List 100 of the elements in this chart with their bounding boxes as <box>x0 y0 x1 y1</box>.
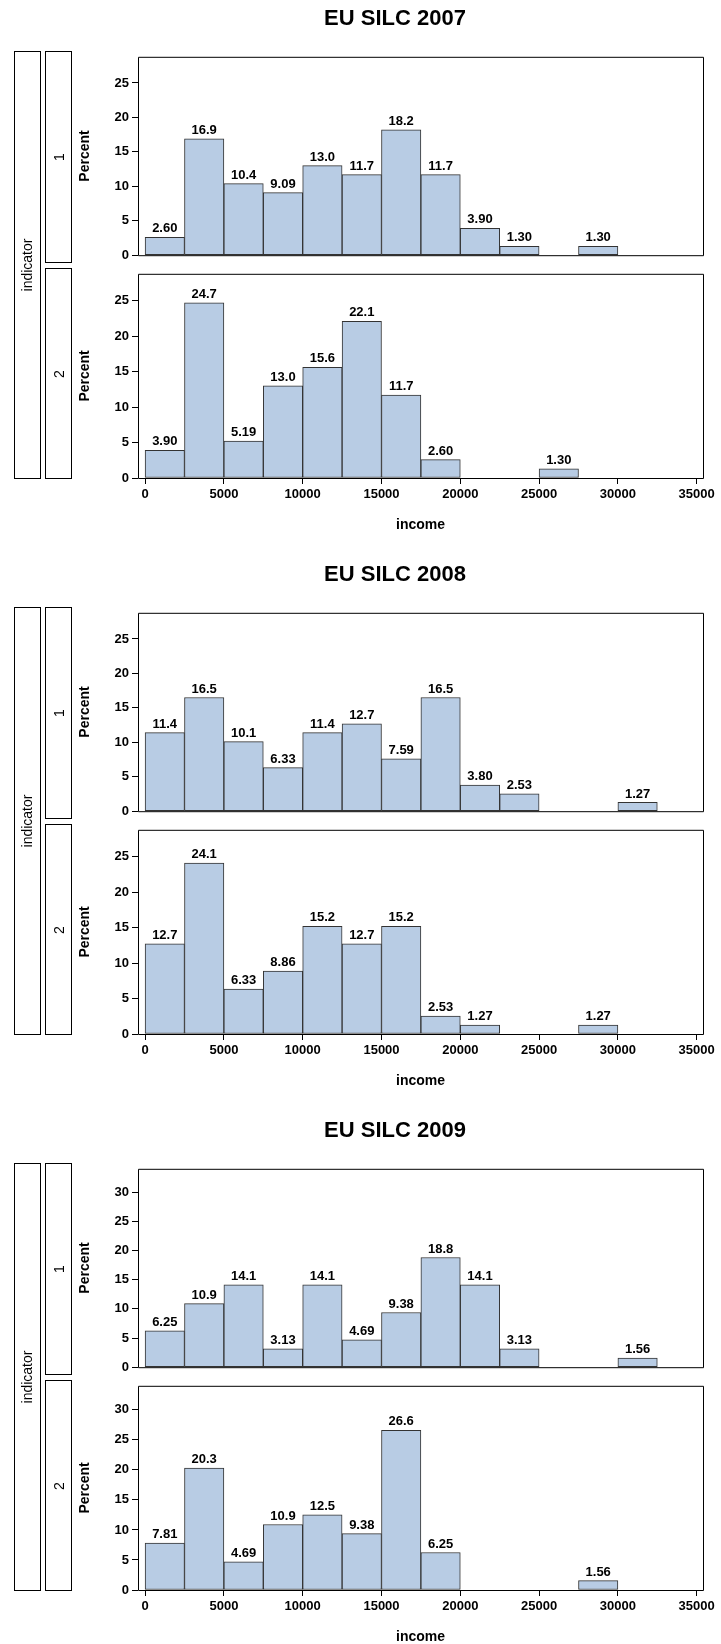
x-tick-label: 20000 <box>442 1598 479 1614</box>
x-tick-label: 25000 <box>521 1042 558 1058</box>
y-tick-label: 15 <box>114 363 129 379</box>
text: 2 <box>50 1481 67 1490</box>
text: 2 <box>50 925 67 934</box>
x-tick-label: 10000 <box>284 1042 321 1058</box>
data-label: 16.5 <box>191 680 217 696</box>
x-tick-label: 35000 <box>678 486 715 502</box>
y-tick-label: 15 <box>114 919 129 935</box>
data-label: 15.2 <box>388 909 414 925</box>
x-axis-title: income <box>395 1628 446 1644</box>
y-tick-label: 30 <box>114 1401 129 1417</box>
data-label: 13.0 <box>270 368 296 384</box>
data-label: 2.60 <box>427 442 454 458</box>
data-label: 26.6 <box>388 1413 414 1429</box>
y-tick-label: 25 <box>114 74 129 90</box>
data-label: 11.7 <box>428 157 453 173</box>
y-axis-title: Percent <box>76 905 93 958</box>
data-label: 5.19 <box>230 424 257 440</box>
data-label: 7.59 <box>388 741 414 757</box>
y-tick-label: 20 <box>114 109 129 124</box>
data-label: 1.30 <box>585 229 611 245</box>
data-label: 16.5 <box>427 680 454 696</box>
data-label: 8.86 <box>270 954 296 970</box>
data-label: 14.1 <box>467 1268 493 1283</box>
data-label: 10.9 <box>191 1286 217 1302</box>
data-label: 2.60 <box>152 220 178 236</box>
y-tick-label: 0 <box>121 1581 129 1597</box>
y-axis-title: Percent <box>76 1461 93 1514</box>
y-tick-label: 25 <box>114 848 129 864</box>
y-tick-label: 20 <box>114 665 129 680</box>
data-label: 15.6 <box>309 350 336 366</box>
text: 2 <box>50 369 67 378</box>
data-label: 22.1 <box>349 304 375 320</box>
data-label: 10.4 <box>230 166 258 182</box>
y-tick-label: 10 <box>114 177 129 193</box>
y-tick-label: 15 <box>114 1271 129 1287</box>
y-tick-label: 0 <box>121 1358 129 1374</box>
y-tick-label: 0 <box>121 246 129 262</box>
data-label: 6.25 <box>427 1535 454 1551</box>
data-label: 3.13 <box>506 1332 533 1348</box>
data-label: 24.7 <box>191 285 217 301</box>
y-tick-label: 0 <box>121 802 129 818</box>
text: indicator <box>19 794 36 848</box>
y-tick-label: 20 <box>114 1461 129 1477</box>
data-label: 11.4 <box>310 715 336 731</box>
text: indicator <box>19 238 36 292</box>
y-tick-label: 10 <box>114 398 129 414</box>
y-tick-label: 25 <box>114 292 129 308</box>
data-label: 16.9 <box>191 121 217 137</box>
y-tick-label: 5 <box>121 212 129 228</box>
x-tick-label: 20000 <box>442 1042 479 1058</box>
data-label: 3.13 <box>270 1332 296 1348</box>
y-tick-label: 10 <box>114 1521 129 1537</box>
y-tick-label: 20 <box>114 1242 129 1258</box>
data-label: 20.3 <box>191 1451 217 1467</box>
data-label: 6.33 <box>270 750 296 766</box>
data-label: 14.1 <box>309 1268 336 1283</box>
data-label: 6.33 <box>230 972 257 988</box>
x-tick-label: 15000 <box>363 1598 400 1614</box>
data-label: 13.0 <box>309 148 336 164</box>
x-tick-label: 0 <box>141 1598 149 1614</box>
x-tick-label: 25000 <box>521 1598 558 1614</box>
x-tick-label: 35000 <box>678 1042 715 1058</box>
data-label: 2.53 <box>506 776 533 792</box>
data-label: 24.1 <box>191 846 217 862</box>
chart-title: EU SILC 2008 <box>323 561 467 587</box>
y-tick-label: 5 <box>121 434 129 450</box>
data-label: 11.4 <box>152 715 178 731</box>
x-tick-label: 25000 <box>521 486 558 502</box>
data-label: 7.81 <box>152 1526 178 1542</box>
y-tick-label: 20 <box>114 327 129 343</box>
data-label: 3.90 <box>467 211 493 227</box>
data-label: 1.27 <box>467 1008 493 1024</box>
data-label: 1.27 <box>585 1008 611 1024</box>
x-axis-title: income <box>395 516 446 533</box>
x-tick-label: 0 <box>141 486 149 502</box>
y-tick-label: 10 <box>114 954 129 970</box>
x-tick-label: 10000 <box>284 1598 321 1614</box>
y-axis-title: Percent <box>76 685 93 738</box>
data-label: 1.56 <box>624 1341 651 1357</box>
data-label: 12.7 <box>152 927 178 943</box>
data-label: 3.90 <box>152 433 178 449</box>
x-axis-title: income <box>395 1072 446 1089</box>
x-tick-label: 5000 <box>209 486 239 502</box>
data-label: 12.7 <box>349 706 375 722</box>
y-tick-label: 15 <box>114 143 129 159</box>
data-label: 9.09 <box>270 175 296 191</box>
data-label: 4.69 <box>230 1544 257 1560</box>
data-label: 12.5 <box>309 1498 336 1513</box>
x-tick-label: 5000 <box>209 1598 239 1614</box>
data-label: 18.8 <box>427 1240 454 1256</box>
data-label: 10.1 <box>230 724 257 740</box>
x-tick-label: 20000 <box>442 486 479 502</box>
chart-title: EU SILC 2009 <box>323 1117 467 1143</box>
chart-title: EU SILC 2007 <box>323 5 467 31</box>
y-tick-label: 0 <box>121 469 129 485</box>
x-tick-label: 15000 <box>363 1042 400 1058</box>
y-axis-title: Percent <box>76 349 93 402</box>
y-tick-label: 25 <box>114 1212 129 1228</box>
